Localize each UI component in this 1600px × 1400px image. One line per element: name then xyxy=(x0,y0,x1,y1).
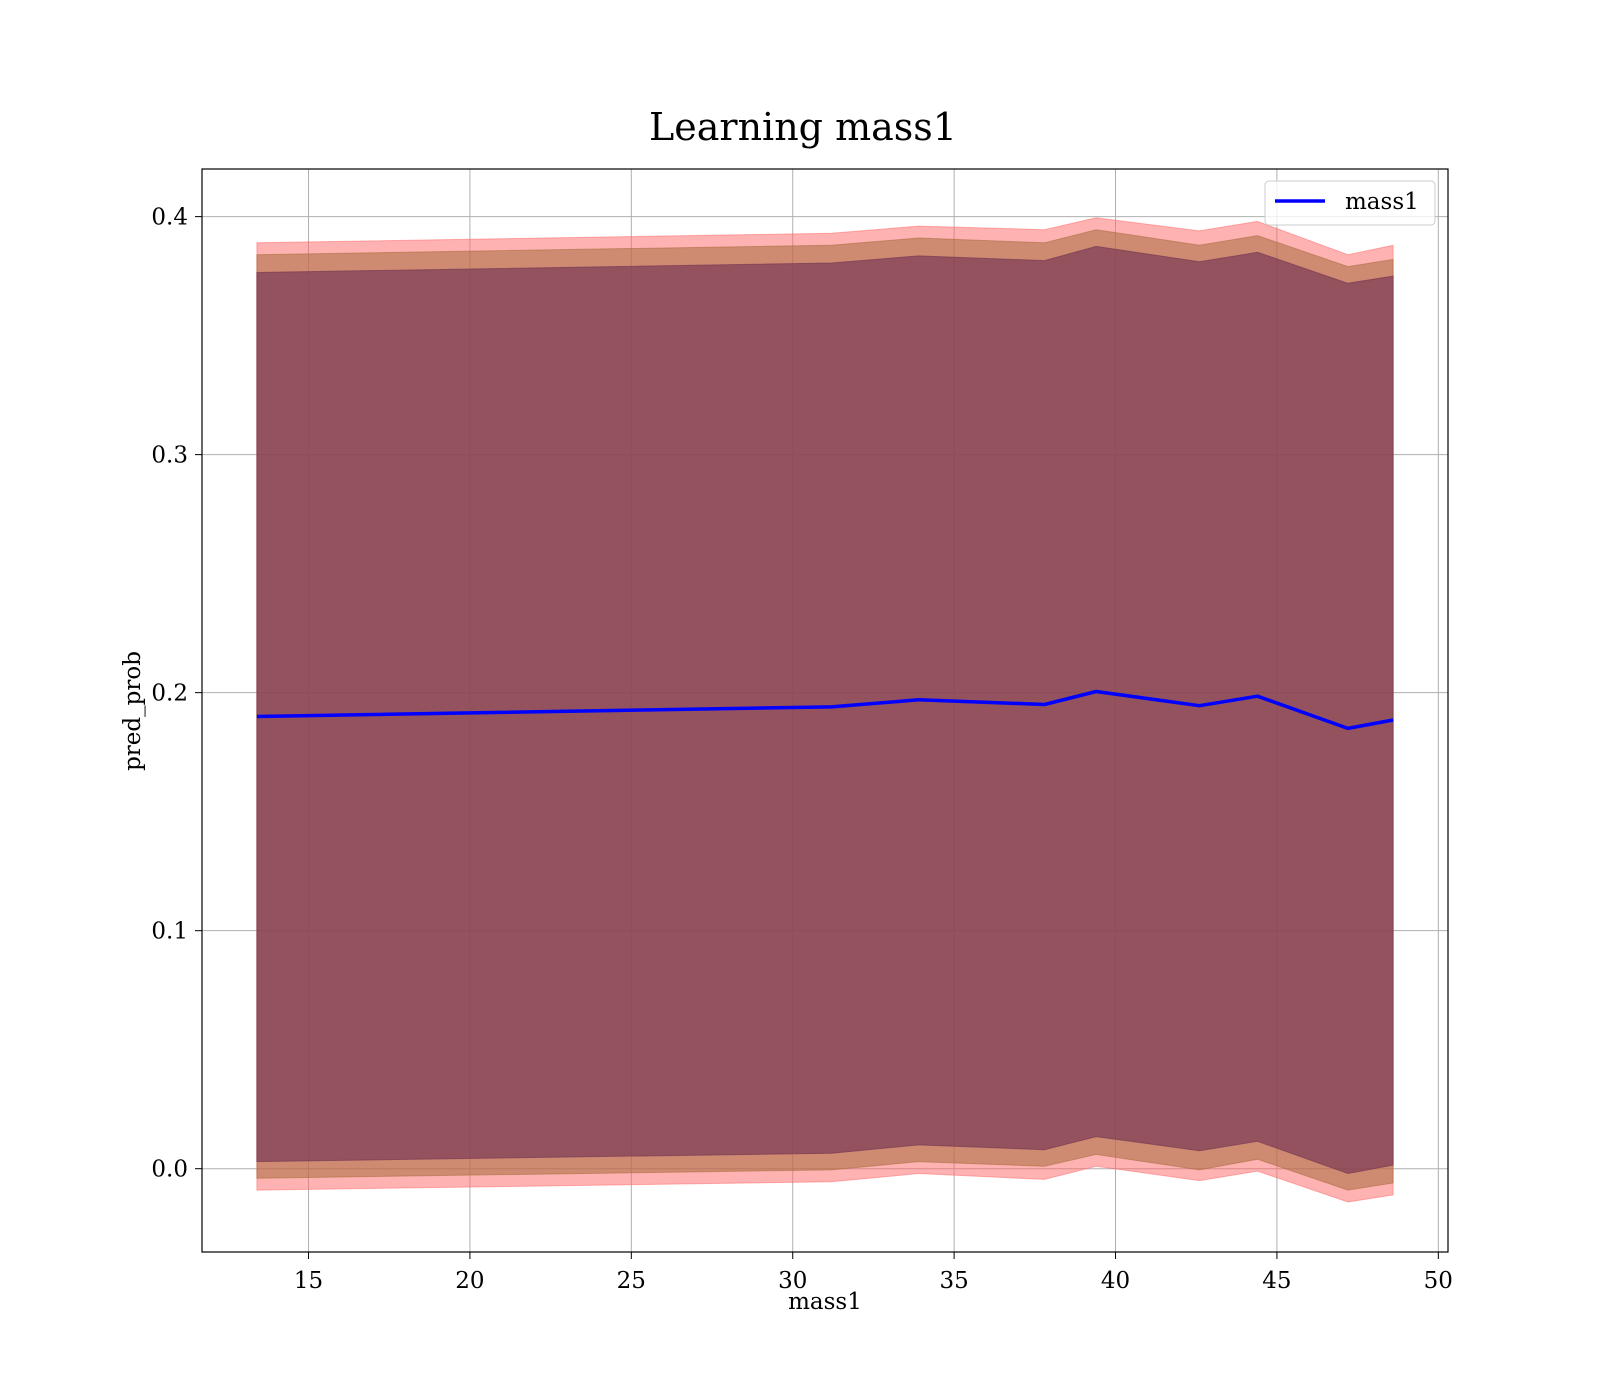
y-tick-label: 0.4 xyxy=(151,205,188,231)
legend-label-mass1: mass1 xyxy=(1345,189,1419,215)
confidence-band-3 xyxy=(256,245,1394,1175)
x-tick-label: 50 xyxy=(1424,1268,1453,1294)
plot-frame xyxy=(201,168,1449,1253)
y-tick-label: 0.0 xyxy=(151,1157,188,1183)
x-tick-label: 20 xyxy=(455,1268,484,1294)
chart-title: Learning mass1 xyxy=(649,105,957,149)
y-tick-label: 0.3 xyxy=(151,443,188,469)
x-tick-label: 25 xyxy=(617,1268,646,1294)
series-line-mass1 xyxy=(256,689,1394,731)
legend: mass1 xyxy=(1264,180,1436,226)
y-axis-label: pred_prob xyxy=(120,651,146,771)
y-tick-label: 0.2 xyxy=(151,681,188,707)
x-tick-label: 45 xyxy=(1262,1268,1291,1294)
confidence-bands xyxy=(256,217,1394,1203)
x-tick-label: 15 xyxy=(294,1268,323,1294)
x-tick-label: 35 xyxy=(939,1268,968,1294)
y-tick-label: 0.1 xyxy=(151,919,188,945)
x-tick-label: 30 xyxy=(778,1268,807,1294)
x-tick-label: 40 xyxy=(1101,1268,1130,1294)
legend-box xyxy=(1264,180,1436,226)
x-axis-label: mass1 xyxy=(788,1289,862,1315)
series-lines xyxy=(256,689,1394,731)
axis-ticks: 15 20 25 30 35 40 45 50 0.0 0.1 0.2 0.3 0.4 xyxy=(151,205,1453,1294)
